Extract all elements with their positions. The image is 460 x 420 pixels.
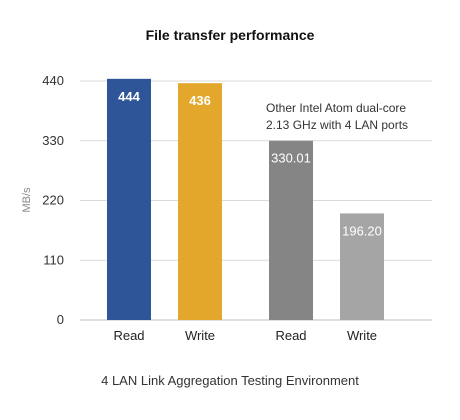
x-category-label: Read — [113, 328, 144, 343]
y-tick-label: 220 — [42, 193, 64, 208]
y-tick-label: 0 — [57, 312, 64, 327]
y-axis-label: MB/s — [21, 187, 33, 213]
x-category-label: Write — [185, 328, 215, 343]
y-tick-label: 330 — [42, 133, 64, 148]
bar — [340, 213, 384, 320]
y-tick-label: 440 — [42, 73, 64, 88]
x-category-label: Write — [347, 328, 377, 343]
y-tick-label: 110 — [43, 252, 64, 267]
bar-value-label: 436 — [189, 93, 211, 108]
x-category-label: Read — [275, 328, 306, 343]
y-axis-ticks: 0 110 220 330 440 — [42, 73, 64, 327]
bar-value-label: 196.20 — [342, 223, 382, 238]
bar-value-label: 330.01 — [271, 151, 311, 166]
x-axis-categories: Read Write Read Write — [113, 328, 377, 343]
chart-title: File transfer performance — [146, 27, 315, 43]
bar-value-label: 444 — [118, 89, 140, 104]
bar — [178, 83, 222, 320]
annotation-line-1: Other Intel Atom dual-core — [266, 101, 406, 115]
bar — [269, 140, 313, 320]
annotation-line-2: 2.13 GHz with 4 LAN ports — [266, 118, 408, 132]
x-axis-label: 4 LAN Link Aggregation Testing Environme… — [101, 373, 359, 388]
bars: 444 436 330.01 196.20 — [107, 78, 384, 320]
bar — [107, 78, 151, 320]
